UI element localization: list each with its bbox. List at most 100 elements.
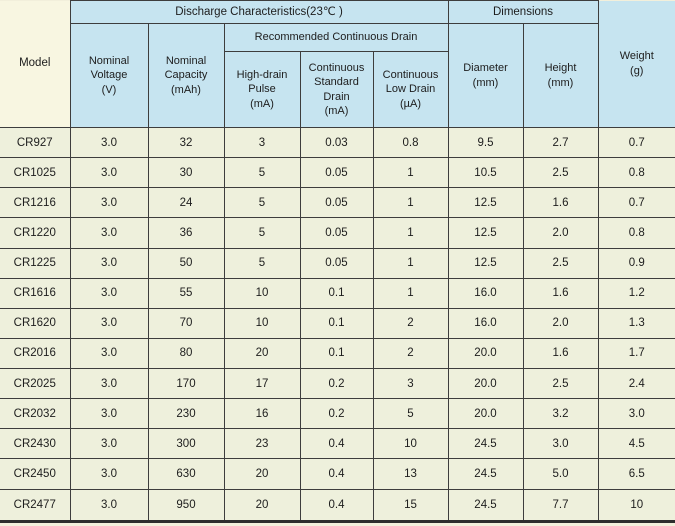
- value-cell: 30: [147, 157, 225, 189]
- column-header-nominal-capacity: Nominal Capacity (mAh): [147, 23, 225, 128]
- value-cell: 0.05: [299, 217, 374, 249]
- value-cell: 1: [372, 157, 449, 189]
- value-cell: 3.2: [522, 398, 599, 430]
- value-cell: 5: [223, 247, 301, 279]
- value-cell: 0.9: [597, 247, 675, 279]
- column-header-weight: Weight (g): [597, 0, 675, 128]
- value-cell: 1.6: [522, 187, 599, 219]
- model-cell: CR2025: [0, 367, 71, 400]
- table-row: CR2025 3.0 170 17 0.2 3 20.0 2.5 2.4: [0, 367, 675, 400]
- value-cell: 2.0: [522, 307, 599, 339]
- table-row: CR1225 3.0 50 5 0.05 1 12.5 2.5 0.9: [0, 247, 675, 279]
- model-cell: CR2477: [0, 488, 71, 522]
- value-cell: 3.0: [69, 247, 149, 279]
- table-row: CR1620 3.0 70 10 0.1 2 16.0 2.0 1.3: [0, 307, 675, 339]
- value-cell: 50: [147, 247, 225, 279]
- value-cell: 10: [597, 488, 675, 522]
- value-cell: 0.7: [597, 126, 675, 159]
- value-cell: 36: [147, 217, 225, 249]
- value-cell: 0.8: [372, 126, 449, 159]
- value-cell: 10: [223, 277, 301, 309]
- value-cell: 7.7: [522, 488, 599, 522]
- value-cell: 3.0: [69, 277, 149, 309]
- value-cell: 0.1: [299, 337, 374, 370]
- value-cell: 2.5: [522, 157, 599, 189]
- value-cell: 3: [372, 367, 449, 400]
- value-cell: 1.2: [597, 277, 675, 309]
- value-cell: 12.5: [447, 187, 524, 219]
- value-cell: 55: [147, 277, 225, 309]
- column-header-continuous-low-drain: Continuous Low Drain (µA): [372, 51, 449, 128]
- column-header-height: Height (mm): [522, 23, 599, 128]
- value-cell: 3.0: [69, 187, 149, 219]
- value-cell: 0.8: [597, 217, 675, 249]
- value-cell: 23: [223, 428, 301, 460]
- value-cell: 20.0: [447, 367, 524, 400]
- value-cell: 5: [223, 157, 301, 189]
- value-cell: 3.0: [69, 217, 149, 249]
- value-cell: 0.03: [299, 126, 374, 159]
- model-cell: CR2430: [0, 428, 71, 460]
- value-cell: 9.5: [447, 126, 524, 159]
- value-cell: 12.5: [447, 247, 524, 279]
- value-cell: 3.0: [69, 398, 149, 430]
- value-cell: 20: [223, 337, 301, 370]
- value-cell: 20.0: [447, 337, 524, 370]
- value-cell: 0.1: [299, 277, 374, 309]
- model-cell: CR2450: [0, 458, 71, 490]
- value-cell: 6.5: [597, 458, 675, 490]
- value-cell: 20: [223, 488, 301, 522]
- table-row: CR2477 3.0 950 20 0.4 15 24.5 7.7 10: [0, 488, 675, 522]
- value-cell: 2.7: [522, 126, 599, 159]
- model-cell: CR1025: [0, 157, 71, 189]
- table-row: CR927 3.0 32 3 0.03 0.8 9.5 2.7 0.7: [0, 126, 675, 159]
- value-cell: 5: [223, 217, 301, 249]
- value-cell: 1.6: [522, 337, 599, 370]
- column-header-high-drain-pulse: High-drain Pulse (mA): [223, 51, 301, 128]
- model-cell: CR1220: [0, 217, 71, 249]
- group-header-dimensions: Dimensions: [447, 0, 599, 24]
- value-cell: 3.0: [69, 307, 149, 339]
- value-cell: 4.5: [597, 428, 675, 460]
- value-cell: 1: [372, 247, 449, 279]
- value-cell: 3.0: [69, 428, 149, 460]
- model-cell: CR2016: [0, 337, 71, 370]
- value-cell: 3.0: [522, 428, 599, 460]
- value-cell: 1.6: [522, 277, 599, 309]
- value-cell: 24.5: [447, 488, 524, 522]
- value-cell: 24.5: [447, 428, 524, 460]
- value-cell: 70: [147, 307, 225, 339]
- table-body: CR927 3.0 32 3 0.03 0.8 9.5 2.7 0.7 CR1025 3.0 30 5 0…: [0, 126, 675, 522]
- value-cell: 0.05: [299, 247, 374, 279]
- value-cell: 3.0: [69, 458, 149, 490]
- column-header-diameter: Diameter (mm): [447, 23, 524, 128]
- value-cell: 24: [147, 187, 225, 219]
- value-cell: 20: [223, 458, 301, 490]
- value-cell: 2.5: [522, 247, 599, 279]
- value-cell: 2.0: [522, 217, 599, 249]
- value-cell: 0.05: [299, 187, 374, 219]
- value-cell: 170: [147, 367, 225, 400]
- value-cell: 13: [372, 458, 449, 490]
- model-cell: CR2032: [0, 398, 71, 430]
- value-cell: 950: [147, 488, 225, 522]
- value-cell: 17: [223, 367, 301, 400]
- value-cell: 3.0: [69, 337, 149, 370]
- value-cell: 0.05: [299, 157, 374, 189]
- model-cell: CR1225: [0, 247, 71, 279]
- table-row: CR2430 3.0 300 23 0.4 10 24.5 3.0 4.5: [0, 428, 675, 460]
- table-row: CR1220 3.0 36 5 0.05 1 12.5 2.0 0.8: [0, 217, 675, 249]
- value-cell: 10.5: [447, 157, 524, 189]
- value-cell: 0.4: [299, 458, 374, 490]
- group-header-discharge-characteristics: Discharge Characteristics(23℃ ): [69, 0, 449, 24]
- value-cell: 24.5: [447, 458, 524, 490]
- column-header-nominal-voltage: Nominal Voltage (V): [69, 23, 149, 128]
- value-cell: 3.0: [597, 398, 675, 430]
- value-cell: 630: [147, 458, 225, 490]
- value-cell: 5.0: [522, 458, 599, 490]
- value-cell: 0.1: [299, 307, 374, 339]
- value-cell: 1.3: [597, 307, 675, 339]
- value-cell: 0.4: [299, 488, 374, 522]
- value-cell: 5: [372, 398, 449, 430]
- subgroup-header-recommended-continuous-drain: Recommended Continuous Drain: [223, 23, 449, 52]
